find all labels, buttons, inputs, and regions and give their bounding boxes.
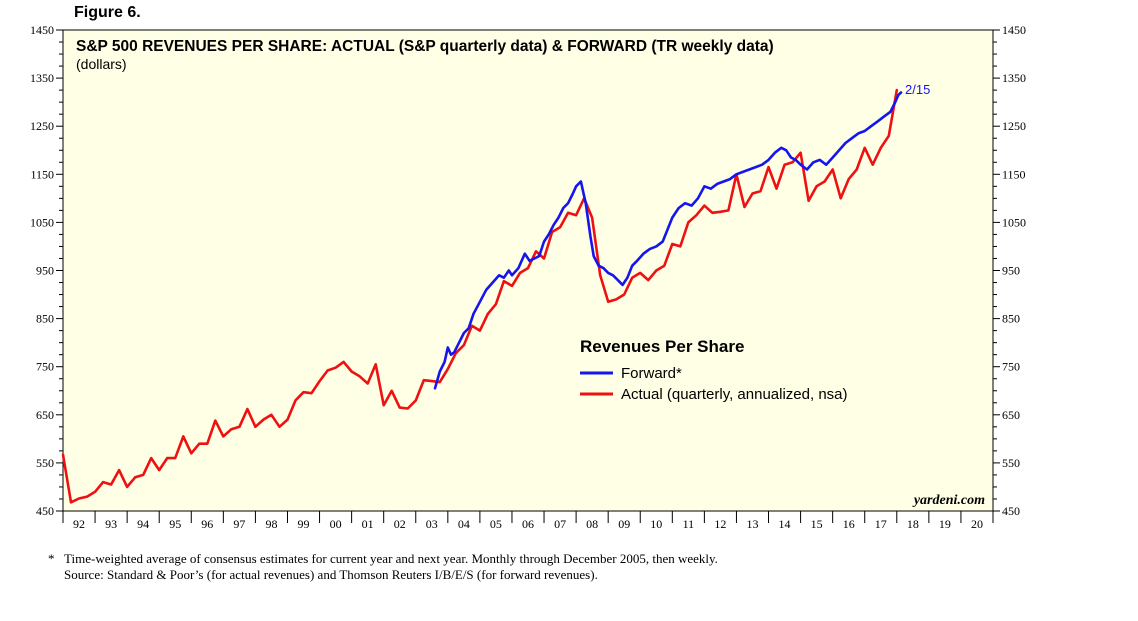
x-tick-label: 14 <box>779 517 791 531</box>
x-tick-label: 05 <box>490 517 502 531</box>
x-tick-label: 17 <box>875 517 887 531</box>
x-tick-label: 94 <box>137 517 149 531</box>
y-tick-label-right: 950 <box>1002 264 1020 278</box>
y-tick-label-right: 750 <box>1002 360 1020 374</box>
x-tick-label: 16 <box>843 517 855 531</box>
x-tick-label: 98 <box>265 517 277 531</box>
y-tick-label-right: 1150 <box>1002 167 1026 181</box>
y-axis-right: 450 550 650 750 850 950 1050 1150 1250 1350 1450 <box>993 23 1026 518</box>
y-tick-label-right: 650 <box>1002 408 1020 422</box>
x-tick-label: 06 <box>522 517 534 531</box>
x-tick-label: 13 <box>746 517 758 531</box>
x-tick-label: 09 <box>618 517 630 531</box>
y-tick-label-right: 1450 <box>1002 23 1026 37</box>
legend-label-forward: Forward* <box>621 365 682 382</box>
end-date-annotation: 2/15 <box>905 82 930 97</box>
figure-label: Figure 6. <box>74 4 141 21</box>
x-tick-label: 92 <box>73 517 85 531</box>
legend-label-actual: Actual (quarterly, annualized, nsa) <box>621 386 848 403</box>
x-tick-label: 99 <box>298 517 310 531</box>
y-tick-label-right: 850 <box>1002 312 1020 326</box>
series-actual-line <box>61 88 899 504</box>
y-tick-label-left: 950 <box>36 264 54 278</box>
x-tick-label: 01 <box>362 517 374 531</box>
y-tick-label-left: 750 <box>36 360 54 374</box>
plot-area <box>62 29 994 512</box>
series-layer <box>61 88 903 504</box>
y-tick-label-right: 1050 <box>1002 215 1026 229</box>
y-tick-label-right: 450 <box>1002 504 1020 518</box>
series-forward-line <box>433 91 903 390</box>
y-tick-label-left: 1450 <box>30 23 54 37</box>
y-tick-label-right: 550 <box>1002 456 1020 470</box>
x-tick-label: 97 <box>233 517 245 531</box>
y-tick-label-left: 1250 <box>30 119 54 133</box>
x-tick-label: 11 <box>683 517 695 531</box>
legend-title: Revenues Per Share <box>580 337 744 356</box>
footnote-line-2: Source: Standard & Poor’s (for actual re… <box>64 567 598 582</box>
y-tick-label-right: 1350 <box>1002 71 1026 85</box>
y-tick-label-left: 850 <box>36 312 54 326</box>
x-tick-label: 20 <box>971 517 983 531</box>
x-axis: 92 93 94 95 96 97 98 99 00 01 02 03 04 05 06 07 08 09 10 11… <box>62 511 994 531</box>
x-tick-label: 15 <box>811 517 823 531</box>
y-tick-label-left: 450 <box>36 504 54 518</box>
x-tick-label: 95 <box>169 517 181 531</box>
x-tick-label: 93 <box>105 517 117 531</box>
chart-subtitle: (dollars) <box>76 56 127 72</box>
y-tick-label-left: 650 <box>36 408 54 422</box>
y-tick-label-left: 1150 <box>30 167 54 181</box>
y-axis-left: 450 550 650 750 850 950 1050 1150 1250 1350 1450 <box>30 23 63 518</box>
x-tick-label: 08 <box>586 517 598 531</box>
x-tick-label: 02 <box>394 517 406 531</box>
y-tick-label-right: 1250 <box>1002 119 1026 133</box>
x-tick-label: 12 <box>714 517 726 531</box>
legend: Revenues Per Share Forward* Actual (quar… <box>580 337 848 403</box>
x-tick-label: 04 <box>458 517 470 531</box>
watermark: yardeni.com <box>912 493 985 508</box>
x-tick-label: 10 <box>650 517 662 531</box>
x-tick-label: 18 <box>907 517 919 531</box>
y-tick-label-left: 1350 <box>30 71 54 85</box>
x-tick-label: 03 <box>426 517 438 531</box>
x-tick-label: 96 <box>201 517 213 531</box>
y-tick-label-left: 550 <box>36 456 54 470</box>
x-tick-label: 07 <box>554 517 566 531</box>
x-tick-label: 00 <box>330 517 342 531</box>
y-tick-label-left: 1050 <box>30 215 54 229</box>
chart-title: S&P 500 REVENUES PER SHARE: ACTUAL (S&P … <box>76 38 774 55</box>
x-tick-label: 19 <box>939 517 951 531</box>
footnote-line-1: * Time-weighted average of consensus est… <box>48 551 718 566</box>
